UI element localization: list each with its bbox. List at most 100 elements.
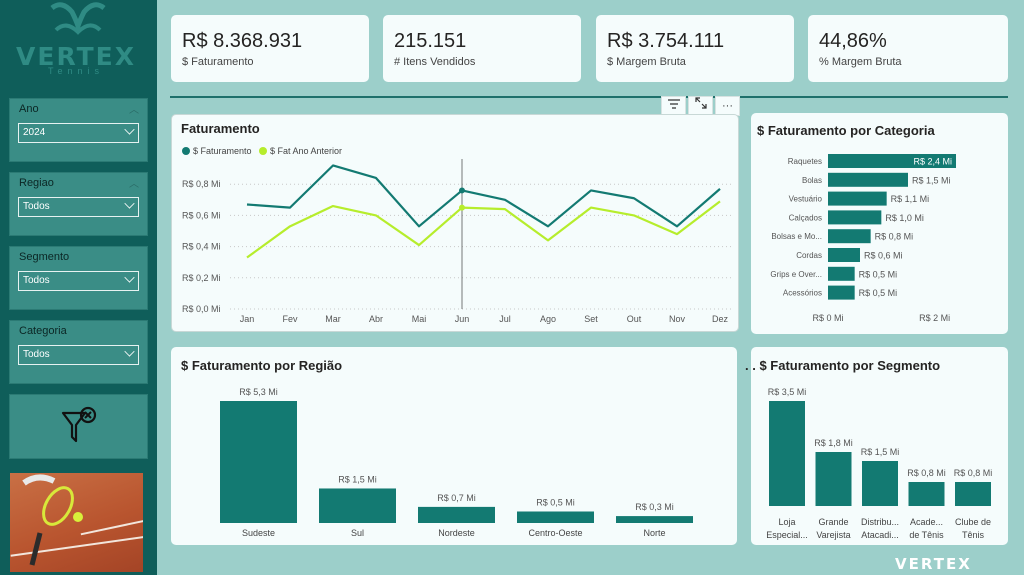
kpi-value: 44,86% bbox=[819, 30, 887, 52]
title-prefix: . . bbox=[745, 358, 756, 373]
region-bar[interactable] bbox=[616, 516, 693, 523]
ano-select[interactable]: 2024 bbox=[18, 123, 139, 143]
segmento-bar-chart[interactable]: R$ 3,5 Mi Loja Especial... R$ 1,8 Mi Grande V… bbox=[751, 347, 1008, 545]
category-label: Raquetes bbox=[788, 157, 822, 166]
category-bar[interactable] bbox=[828, 229, 871, 244]
filter-label: Categoria bbox=[19, 325, 67, 337]
panel-title: Faturamento bbox=[181, 121, 260, 136]
y-tick-label: R$ 0,2 Mi bbox=[182, 273, 221, 283]
y-tick-label: R$ 0,0 Mi bbox=[182, 304, 221, 314]
x-tick-label: Centro-Oeste bbox=[528, 528, 582, 538]
region-bar[interactable] bbox=[418, 506, 495, 523]
chevron-down-icon bbox=[124, 124, 135, 135]
bar-value-label: R$ 0,8 Mi bbox=[875, 232, 914, 242]
filter-label: Ano bbox=[19, 103, 39, 115]
select-value: Todos bbox=[23, 201, 50, 212]
bar-value-label: R$ 1,0 Mi bbox=[885, 213, 924, 223]
category-label: Grips e Over... bbox=[770, 270, 822, 279]
x-tick-label: Abr bbox=[369, 314, 383, 324]
legend-fat-ano-anterior[interactable]: $ Fat Ano Anterior bbox=[259, 146, 342, 156]
x-tick-label: Loja bbox=[778, 517, 795, 527]
x-tick-label: Clube de bbox=[955, 517, 991, 527]
kpi-value: R$ 8.368.931 bbox=[182, 30, 303, 52]
focus-mode-button[interactable] bbox=[688, 96, 713, 116]
x-tick-label: R$ 0 Mi bbox=[812, 313, 843, 323]
tennis-player-photo bbox=[10, 473, 143, 572]
segment-bar[interactable] bbox=[862, 461, 898, 506]
kpi-label: # Itens Vendidos bbox=[394, 56, 476, 68]
category-bar[interactable] bbox=[828, 285, 855, 300]
sidebar: VERTEX Tennis Ano ︿ 2024 Regiao ︿ Todos … bbox=[0, 0, 157, 575]
categoria-select[interactable]: Todos bbox=[18, 345, 139, 365]
legend-dot bbox=[259, 147, 267, 155]
y-tick-label: R$ 0,6 Mi bbox=[182, 210, 221, 220]
title-text: $ Faturamento por Segmento bbox=[759, 358, 941, 373]
line-chart[interactable]: R$ 0,0 Mi R$ 0,2 Mi R$ 0,4 Mi R$ 0,6 Mi R$ 0… bbox=[172, 115, 738, 331]
segment-bar[interactable] bbox=[769, 401, 805, 506]
footer-logo: VERTEX bbox=[895, 555, 972, 573]
kpi-card-itens-vendidos: 215.151 # Itens Vendidos bbox=[383, 15, 581, 82]
legend-faturamento[interactable]: $ Faturamento bbox=[182, 146, 252, 156]
regiao-bar-chart[interactable]: R$ 5,3 Mi Sudeste R$ 1,5 Mi Sul R$ 0,7 Mi Nor… bbox=[171, 347, 737, 545]
bar-value-label: R$ 0,7 Mi bbox=[437, 493, 476, 503]
bar-value-label: R$ 5,3 Mi bbox=[239, 387, 278, 397]
x-tick-label: Nov bbox=[669, 314, 686, 324]
bar-value-label: R$ 3,5 Mi bbox=[768, 387, 807, 397]
regiao-select[interactable]: Todos bbox=[18, 197, 139, 217]
bar-value-label: R$ 0,3 Mi bbox=[635, 502, 674, 512]
chevron-up-icon[interactable]: ︿ bbox=[129, 105, 139, 116]
hover-point[interactable] bbox=[459, 204, 465, 211]
filter-icon bbox=[667, 99, 680, 109]
category-bar[interactable] bbox=[828, 172, 908, 187]
faturamento-line-panel: Faturamento $ Faturamento $ Fat Ano Ante… bbox=[171, 114, 739, 332]
bar-value-label: R$ 1,5 Mi bbox=[912, 175, 951, 185]
bar-value-label: R$ 1,8 Mi bbox=[814, 438, 853, 448]
region-bar[interactable] bbox=[319, 488, 396, 523]
header-divider bbox=[170, 96, 1008, 98]
category-bar[interactable] bbox=[828, 191, 887, 206]
category-bar[interactable] bbox=[828, 210, 882, 225]
segment-bar[interactable] bbox=[815, 452, 852, 506]
x-tick-label: Sul bbox=[351, 528, 364, 538]
bar-value-label: R$ 0,5 Mi bbox=[859, 269, 898, 279]
expand-icon bbox=[694, 97, 707, 109]
segmento-select[interactable]: Todos bbox=[18, 271, 139, 291]
filter-segmento: Segmento Todos bbox=[9, 246, 148, 310]
x-tick-label: Out bbox=[627, 314, 642, 324]
kpi-label: % Margem Bruta bbox=[819, 56, 902, 68]
tennis-racket-icon bbox=[22, 474, 83, 566]
bar-value-label: R$ 0,8 Mi bbox=[954, 468, 993, 478]
filter-button[interactable] bbox=[661, 96, 686, 116]
kpi-card-margem-bruta: R$ 3.754.111 $ Margem Bruta bbox=[596, 15, 794, 82]
brand-subtitle: Tennis bbox=[47, 66, 104, 76]
clear-filters-button[interactable] bbox=[9, 394, 148, 459]
categoria-bar-chart[interactable]: Raquetes R$ 2,4 Mi Bolas R$ 1,5 Mi Vestuário… bbox=[751, 113, 1008, 334]
category-label: Vestuário bbox=[789, 195, 823, 204]
more-options-button[interactable]: ··· bbox=[715, 96, 740, 116]
segment-bar[interactable] bbox=[908, 482, 945, 506]
segment-bar[interactable] bbox=[955, 482, 991, 506]
region-bar[interactable] bbox=[517, 511, 594, 523]
legend-label: $ Fat Ano Anterior bbox=[270, 146, 343, 156]
panel-title: $ Faturamento por Categoria bbox=[757, 123, 935, 138]
x-tick-label: Jun bbox=[455, 314, 470, 324]
x-tick-label: Dez bbox=[712, 314, 729, 324]
category-bar[interactable] bbox=[828, 266, 855, 281]
legend-label: $ Faturamento bbox=[193, 146, 252, 156]
chevron-down-icon bbox=[124, 272, 135, 283]
category-bar[interactable] bbox=[828, 248, 860, 262]
panel-title: . . $ Faturamento por Segmento bbox=[745, 358, 940, 373]
x-tick-label: Set bbox=[584, 314, 598, 324]
hover-point[interactable] bbox=[459, 187, 465, 194]
region-bar[interactable] bbox=[220, 401, 297, 523]
chevron-up-icon[interactable]: ︿ bbox=[129, 179, 139, 190]
y-tick-label: R$ 0,4 Mi bbox=[182, 242, 221, 252]
select-value: 2024 bbox=[23, 127, 46, 138]
category-bar[interactable] bbox=[828, 154, 956, 168]
x-tick-label: Atacadi... bbox=[861, 530, 899, 540]
panel-title: $ Faturamento por Região bbox=[181, 358, 343, 373]
filter-ano: Ano ︿ 2024 bbox=[9, 98, 148, 162]
series-line---fat-ano-anterior[interactable] bbox=[246, 200, 721, 259]
series-line---faturamento[interactable] bbox=[246, 164, 721, 228]
x-tick-label: Sudeste bbox=[242, 528, 275, 538]
